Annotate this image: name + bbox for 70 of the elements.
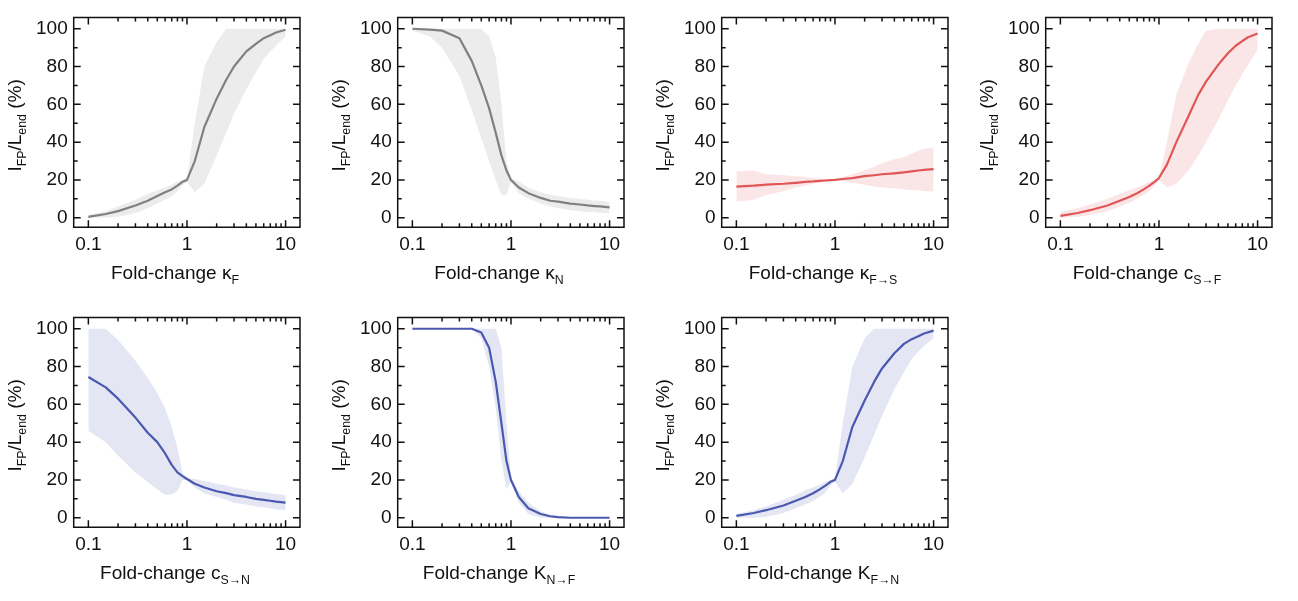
y-tick-label: 80: [694, 54, 716, 76]
y-tick-label: 60: [370, 92, 392, 114]
x-tick-label: 1: [505, 532, 517, 554]
x-axis-title: Fold-change κ$_{F→S}$: [747, 262, 899, 287]
x-axis-title: Fold-change K$_{F→N}$: [745, 562, 901, 587]
y-tick-label: 60: [46, 92, 68, 114]
y-tick-label: 0: [381, 205, 392, 227]
x-tick-label: 0.1: [1047, 232, 1074, 254]
x-axis-title: Fold-change c$_{S→F}$: [1071, 262, 1223, 287]
y-tick-label: 80: [370, 354, 392, 376]
y-tick-label: 60: [694, 92, 716, 114]
y-tick-label: 80: [1018, 54, 1040, 76]
x-tick-label: 1: [181, 232, 193, 254]
y-tick-label: 40: [694, 130, 716, 152]
y-tick-label: 0: [57, 205, 68, 227]
y-tick-label: 20: [1018, 168, 1040, 190]
y-tick-label: 0: [705, 205, 716, 227]
y-tick-label: 20: [694, 468, 716, 490]
x-tick-label: 10: [1247, 232, 1269, 254]
y-tick-label: 80: [370, 54, 392, 76]
y-tick-label: 40: [370, 430, 392, 452]
y-tick-label: 80: [46, 354, 68, 376]
y-tick-label: 20: [370, 168, 392, 190]
x-tick-label: 10: [599, 232, 621, 254]
x-axis-title: Fold-change κ$_{N}$: [433, 262, 565, 287]
x-tick-label: 10: [275, 532, 297, 554]
y-tick-label: 0: [381, 505, 392, 527]
y-tick-label: 100: [684, 16, 716, 38]
y-tick-label: 40: [370, 130, 392, 152]
x-tick-label: 1: [829, 232, 841, 254]
x-axis-title: Fold-change K$_{N→F}$: [421, 562, 577, 587]
y-tick-label: 60: [46, 392, 68, 414]
x-axis-title: Fold-change c$_{S→N}$: [99, 562, 251, 587]
y-tick-label: 20: [46, 468, 68, 490]
y-tick-label: 20: [370, 468, 392, 490]
x-tick-label: 0.1: [75, 532, 102, 554]
x-tick-label: 1: [505, 232, 517, 254]
x-tick-label: 1: [181, 532, 193, 554]
y-tick-label: 100: [360, 316, 392, 338]
x-tick-label: 10: [923, 232, 945, 254]
x-tick-label: 0.1: [723, 532, 750, 554]
y-tick-label: 100: [360, 16, 392, 38]
x-axis-title: Fold-change κ$_{F}$: [110, 262, 240, 287]
y-tick-label: 0: [57, 505, 68, 527]
y-tick-label: 60: [1018, 92, 1040, 114]
y-tick-label: 100: [1008, 16, 1040, 38]
y-tick-label: 100: [36, 16, 68, 38]
y-tick-label: 40: [46, 430, 68, 452]
y-tick-label: 20: [694, 168, 716, 190]
x-tick-label: 10: [923, 532, 945, 554]
x-tick-label: 0.1: [399, 532, 426, 554]
x-tick-label: 1: [1153, 232, 1165, 254]
y-tick-label: 0: [705, 505, 716, 527]
x-tick-label: 1: [829, 532, 841, 554]
y-tick-label: 40: [694, 430, 716, 452]
y-tick-label: 80: [694, 354, 716, 376]
y-tick-label: 80: [46, 54, 68, 76]
y-tick-label: 60: [694, 392, 716, 414]
x-tick-label: 0.1: [723, 232, 750, 254]
y-tick-label: 20: [46, 168, 68, 190]
y-tick-label: 100: [36, 316, 68, 338]
x-tick-label: 10: [599, 532, 621, 554]
x-tick-label: 0.1: [399, 232, 426, 254]
y-tick-label: 0: [1029, 205, 1040, 227]
x-tick-label: 0.1: [75, 232, 102, 254]
y-tick-label: 100: [684, 316, 716, 338]
x-tick-label: 10: [275, 232, 297, 254]
y-tick-label: 60: [370, 392, 392, 414]
y-tick-label: 40: [1018, 130, 1040, 152]
y-tick-label: 40: [46, 130, 68, 152]
